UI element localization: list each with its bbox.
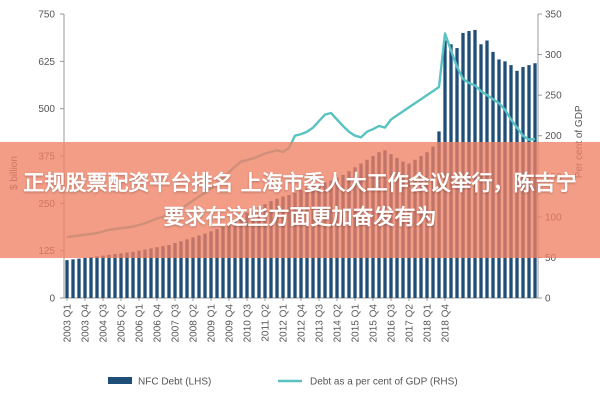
right-tick-label: 350 [545, 10, 562, 21]
nfc-debt-bar [173, 243, 177, 298]
nfc-debt-bar [227, 224, 231, 298]
nfc-debt-bar [233, 220, 237, 298]
nfc-debt-bar [221, 226, 225, 298]
x-tick-label: 2006 Q1 [135, 304, 146, 343]
x-tick-label: 2009 Q1 [207, 304, 218, 343]
x-tick-label: 2008 Q2 [189, 304, 200, 343]
left-tick-label: 0 [49, 294, 55, 305]
nfc-debt-bar [137, 250, 141, 298]
legend-swatch-nfc-debt [108, 377, 132, 384]
nfc-debt-bar [131, 251, 135, 298]
nfc-debt-bar [179, 241, 183, 298]
x-tick-label: 2009 Q4 [225, 304, 236, 343]
nfc-debt-bar [149, 248, 153, 298]
right-tick-label: 0 [545, 294, 551, 305]
nfc-debt-bar [161, 246, 165, 298]
right-tick-label: 50 [545, 253, 557, 264]
x-tick-label: 2005 Q2 [117, 304, 128, 343]
x-tick-label: 2007 Q3 [171, 304, 182, 343]
nfc-debt-bar [113, 254, 117, 298]
x-tick-label: 2003 Q1 [63, 304, 74, 343]
legend-label-debt-gdp: Debt as a per cent of GDP (RHS) [310, 377, 458, 388]
nfc-debt-bar [89, 257, 93, 298]
x-tick-label: 2015 Q1 [351, 304, 362, 343]
nfc-debt-bar [71, 259, 75, 298]
left-tick-label: 625 [38, 57, 55, 68]
x-tick-label: 2018 Q4 [441, 304, 452, 343]
x-tick-label: 2015 Q4 [369, 304, 380, 343]
right-tick-label: 300 [545, 50, 562, 61]
right-tick-label: 200 [545, 131, 562, 142]
x-tick-label: 2018 Q1 [423, 304, 434, 343]
x-tick-label: 2012 Q4 [297, 304, 308, 343]
x-tick-label: 2014 Q2 [333, 304, 344, 343]
x-tick-label: 2017 Q2 [405, 304, 416, 343]
left-tick-label: 500 [38, 104, 55, 115]
nfc-debt-bar [119, 253, 123, 298]
left-tick-label: 750 [38, 10, 55, 21]
nfc-debt-bar [101, 255, 105, 298]
nfc-debt-bar [167, 244, 171, 298]
nfc-debt-bar [215, 229, 219, 298]
right-tick-label: 250 [545, 91, 562, 102]
nfc-debt-bar [77, 258, 81, 298]
x-tick-label: 2012 Q1 [279, 304, 290, 343]
x-tick-label: 2004 Q3 [99, 304, 110, 343]
x-tick-label: 2011 Q2 [261, 304, 272, 342]
nfc-debt-bar [203, 233, 207, 298]
right-axis-title: Per cent of GDP [574, 105, 585, 178]
nfc-debt-bar [65, 260, 69, 298]
nfc-debt-bar [155, 247, 159, 298]
nfc-debt-bar [83, 257, 87, 298]
nfc-debt-bar [95, 256, 99, 298]
nfc-debt-bar [185, 239, 189, 298]
nfc-debt-bar [125, 252, 129, 298]
legend: NFC Debt (LHS) Debt as a per cent of GDP … [108, 377, 458, 388]
x-tick-label: 2003 Q4 [81, 304, 92, 343]
nfc-debt-bar [143, 249, 147, 298]
legend-label-nfc-debt: NFC Debt (LHS) [138, 377, 211, 388]
x-tick-label: 2010 Q3 [243, 304, 254, 343]
x-tick-label: 2016 Q3 [387, 304, 398, 343]
nfc-debt-bar [191, 237, 195, 298]
nfc-debt-bar [209, 231, 213, 298]
headline-banner[interactable]: 正规股票配资平台排名 上海市委人大工作会议举行，陈吉宁要求在这些方面更加奋发有为 [0, 142, 600, 258]
nfc-debt-bar [197, 235, 201, 298]
headline-text: 正规股票配资平台排名 上海市委人大工作会议举行，陈吉宁要求在这些方面更加奋发有为 [23, 171, 577, 229]
x-tick-label: 2013 Q3 [315, 304, 326, 343]
x-tick-label: 2006 Q4 [153, 304, 164, 343]
nfc-debt-bar [107, 254, 111, 298]
